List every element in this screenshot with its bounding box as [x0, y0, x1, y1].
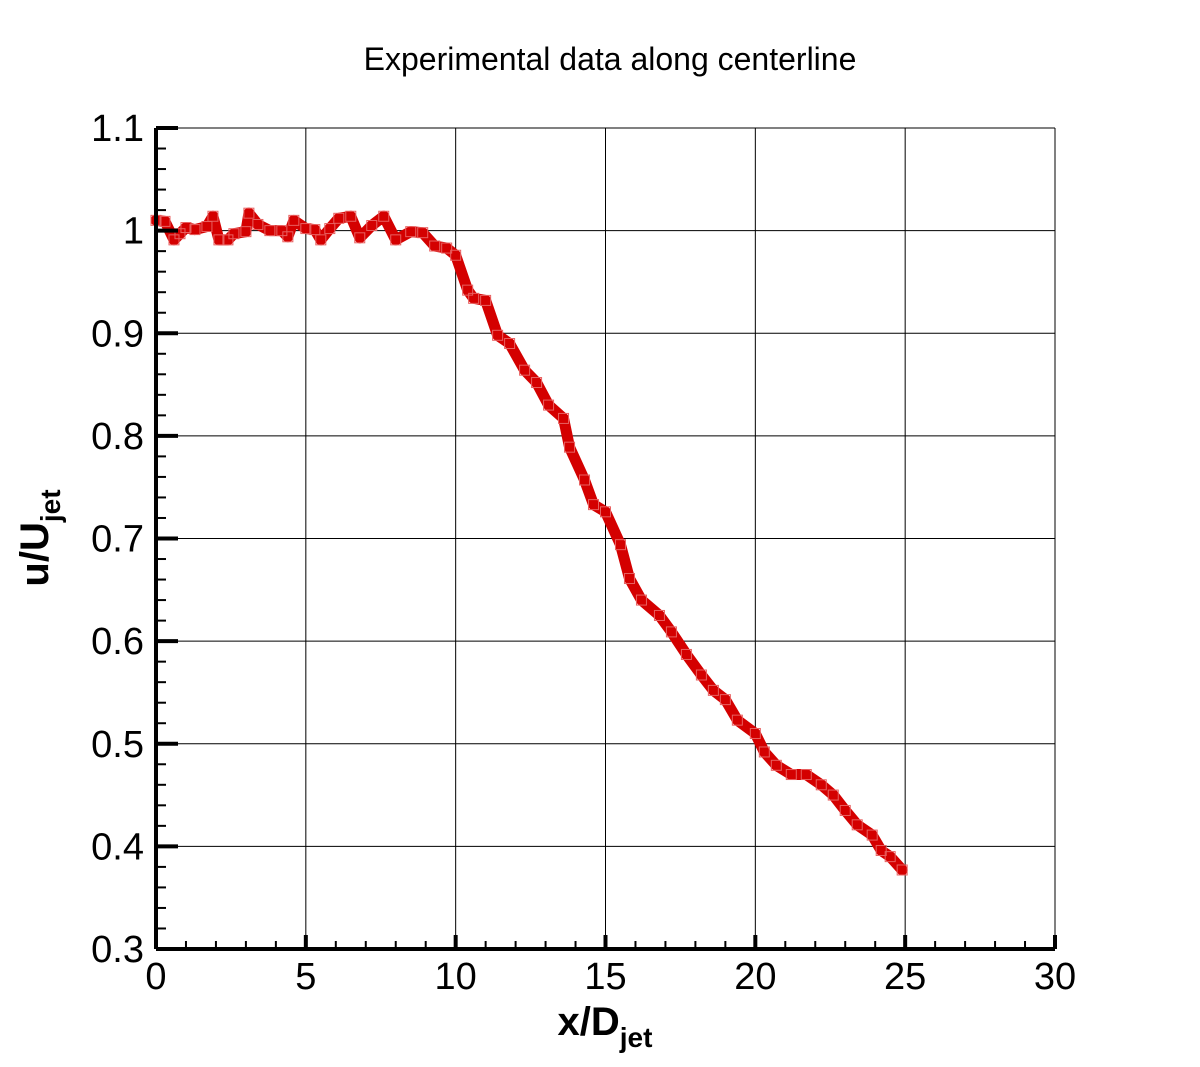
data-point	[168, 234, 180, 246]
data-point	[531, 377, 543, 389]
chart-title: Experimental data along centerline	[364, 41, 857, 77]
data-point	[159, 215, 171, 227]
x-tick-label: 15	[584, 956, 626, 998]
tick-labels: 0 5 10 15 20 25 30 0.3 0.4 0.5 0.6 0.7 0.8 0.9 1 1.1	[91, 108, 1076, 998]
y-tick-label: 0.6	[91, 621, 144, 663]
data-point	[785, 769, 797, 781]
data-point	[875, 844, 887, 856]
data-point	[276, 225, 288, 237]
data-point	[315, 234, 327, 246]
y-tick-label: 0.4	[91, 826, 144, 868]
x-tick-label: 10	[435, 956, 477, 998]
y-tick-label: 0.5	[91, 724, 144, 766]
data-point	[264, 225, 276, 237]
data-point	[480, 294, 492, 306]
data-point	[378, 210, 390, 222]
data-point	[770, 759, 782, 771]
data-point	[758, 746, 770, 758]
data-point	[429, 240, 441, 252]
data-point	[324, 223, 336, 235]
series	[150, 207, 908, 876]
data-point	[333, 212, 345, 224]
axes	[154, 126, 1057, 951]
data-point	[213, 234, 225, 246]
data-point	[579, 474, 591, 486]
y-axis-label: u/Ujet	[13, 489, 66, 586]
data-point	[228, 228, 240, 240]
data-point	[390, 234, 402, 246]
data-point	[635, 594, 647, 606]
data-point	[243, 207, 255, 219]
data-point	[815, 779, 827, 791]
x-tick-label: 0	[145, 956, 166, 998]
data-point	[201, 221, 213, 233]
x-tick-label: 30	[1034, 956, 1076, 998]
data-point	[354, 232, 366, 244]
data-point	[462, 284, 474, 296]
data-point	[492, 329, 504, 341]
data-point	[519, 364, 531, 376]
data-point	[366, 219, 378, 231]
data-point	[309, 224, 321, 236]
data-point	[653, 609, 665, 621]
data-point	[468, 292, 480, 304]
data-point	[866, 829, 878, 841]
data-point	[623, 573, 635, 585]
data-point	[300, 223, 312, 235]
data-point	[207, 210, 219, 222]
data-point	[600, 506, 611, 518]
data-point	[174, 228, 186, 240]
data-point	[345, 210, 357, 222]
data-point	[405, 226, 417, 238]
data-point	[749, 727, 761, 739]
data-point	[588, 499, 600, 511]
data-point	[564, 441, 576, 453]
data-point	[884, 851, 896, 863]
data-point	[222, 234, 234, 246]
data-point	[558, 412, 570, 424]
data-point	[896, 864, 908, 876]
data-point	[719, 694, 731, 706]
data-point	[189, 224, 201, 236]
data-point	[240, 226, 252, 238]
y-tick-label: 0.9	[91, 313, 144, 355]
x-tick-label: 20	[734, 956, 776, 998]
data-point	[680, 648, 692, 660]
data-point	[450, 249, 462, 261]
data-point	[839, 804, 851, 816]
data-point	[731, 714, 743, 726]
data-point	[180, 222, 192, 234]
data-line	[150, 207, 908, 876]
x-tick-label: 5	[295, 956, 316, 998]
data-point	[851, 819, 863, 831]
data-point	[282, 231, 294, 243]
data-point	[543, 399, 555, 411]
data-point	[252, 218, 264, 230]
data-point	[707, 684, 719, 696]
x-axis-label: x/Djet	[558, 1000, 653, 1053]
data-point	[695, 669, 707, 681]
data-point	[288, 214, 300, 226]
data-point	[800, 769, 812, 781]
data-point	[827, 789, 839, 801]
data-point	[441, 242, 453, 254]
data-point	[417, 227, 429, 239]
y-tick-label: 0.8	[91, 416, 144, 458]
x-tick-label: 25	[884, 956, 926, 998]
y-tick-label: 0.7	[91, 519, 144, 561]
data-point	[614, 539, 626, 551]
data-point	[504, 338, 516, 350]
y-tick-label: 1.1	[91, 108, 144, 150]
y-tick-label: 0.3	[91, 929, 144, 971]
y-tick-label: 1	[123, 211, 144, 253]
grid	[155, 127, 1056, 950]
data-point	[665, 626, 677, 638]
